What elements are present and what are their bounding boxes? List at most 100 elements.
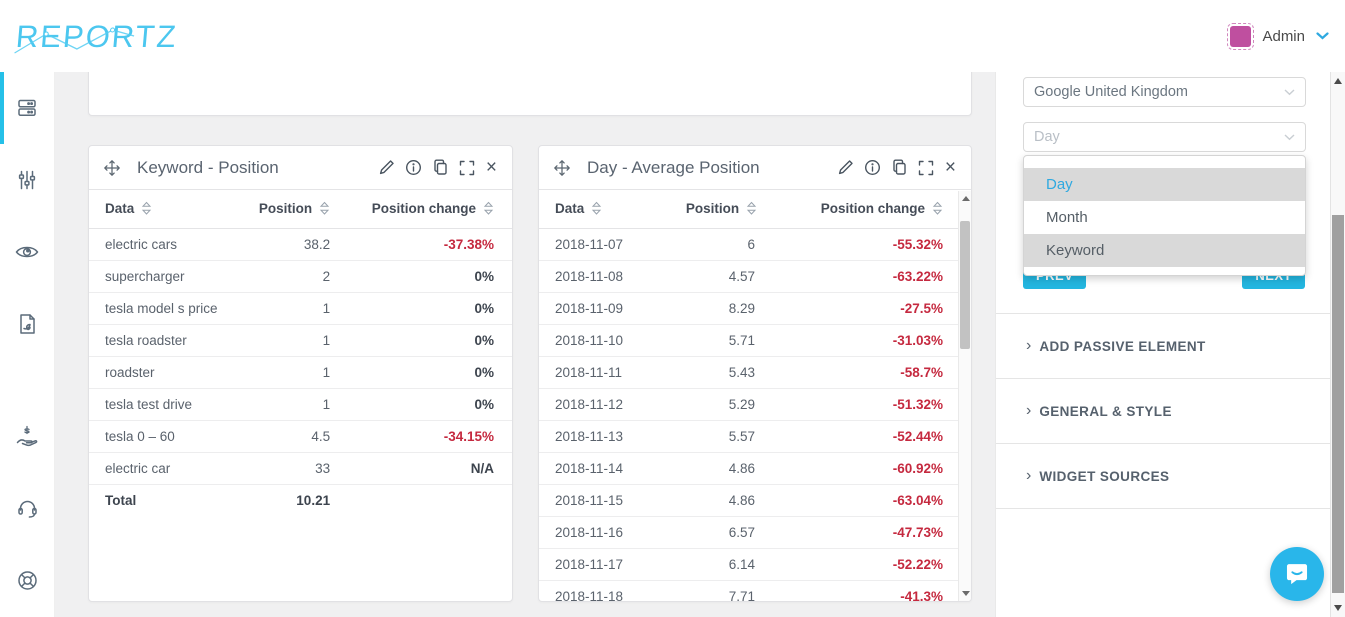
row-label: tesla 0 – 60 — [89, 420, 246, 453]
group-by-dropdown: Day Month Keyword — [1023, 155, 1306, 276]
dropdown-option-keyword[interactable]: Keyword — [1024, 234, 1305, 267]
sidebar-item-pdf-export[interactable] — [0, 288, 54, 360]
sidebar-item-preview[interactable] — [0, 216, 54, 288]
widget-header: Day - Average Position × — [539, 146, 971, 190]
dropdown-option-day[interactable]: Day — [1024, 168, 1305, 201]
row-value: -31.03% — [754, 324, 971, 357]
row-value: N/A — [330, 452, 512, 485]
row-label: 2018-11-09 — [539, 292, 686, 325]
widget-title: Keyword - Position — [137, 157, 279, 177]
column-header-position-change[interactable]: Position change — [754, 190, 971, 229]
group-by-placeholder: Day — [1034, 129, 1060, 145]
row-value: -52.44% — [754, 420, 971, 453]
scrollbar-thumb[interactable] — [960, 221, 970, 349]
sort-icon — [319, 202, 330, 215]
row-value: -37.38% — [330, 228, 512, 261]
sort-icon — [592, 202, 602, 215]
move-handle-icon[interactable] — [553, 159, 571, 177]
row-value: 4.5 — [245, 420, 331, 453]
duplicate-icon[interactable] — [891, 159, 908, 176]
table-row: electric car 33 N/A — [89, 452, 512, 485]
column-header-data[interactable]: Data — [539, 190, 686, 229]
chat-bubble-icon — [1286, 564, 1308, 585]
duplicate-icon[interactable] — [432, 159, 449, 176]
row-value: 7.71 — [685, 580, 755, 601]
dropdown-option-month[interactable]: Month — [1046, 209, 1088, 226]
scroll-down-icon[interactable] — [1334, 605, 1342, 611]
column-header-position-change[interactable]: Position change — [330, 190, 512, 229]
sidebar-item-support[interactable] — [0, 472, 54, 544]
table-row: 2018-11-16 6.57 -47.73% — [539, 516, 971, 549]
column-header-data[interactable]: Data — [89, 190, 246, 229]
sidebar — [0, 72, 55, 617]
close-icon[interactable]: × — [485, 157, 497, 178]
row-value: 8.29 — [685, 292, 755, 325]
row-label: 2018-11-15 — [539, 484, 686, 517]
widget-day-average-position: Day - Average Position × — [538, 145, 972, 602]
page-scrollbar[interactable] — [1330, 72, 1345, 617]
table-row: tesla model s price 1 0% — [89, 292, 512, 325]
table-scrollbar[interactable] — [958, 191, 971, 601]
row-value: 1 — [245, 356, 331, 389]
scrollbar-thumb[interactable] — [1332, 215, 1344, 593]
row-value: 5.29 — [685, 388, 755, 421]
widgets-icon — [18, 99, 36, 116]
sidebar-item-widgets[interactable] — [0, 72, 54, 144]
column-header-position[interactable]: Position — [685, 190, 757, 229]
row-label: supercharger — [89, 260, 246, 293]
top-bar: REPORTZ Admin — [0, 0, 1345, 72]
chevron-down-icon — [1316, 32, 1329, 40]
move-handle-icon[interactable] — [103, 159, 121, 177]
row-value: 0% — [330, 356, 512, 389]
table-row: tesla roadster 1 0% — [89, 324, 512, 357]
group-by-select[interactable]: Day — [1023, 122, 1306, 152]
close-icon[interactable]: × — [944, 157, 956, 178]
source-select[interactable]: Google United Kingdom — [1023, 77, 1306, 107]
fullscreen-icon[interactable] — [459, 160, 475, 176]
table-row: 2018-11-13 5.57 -52.44% — [539, 420, 971, 453]
row-value: -51.32% — [754, 388, 971, 421]
info-icon[interactable] — [405, 159, 422, 176]
user-menu[interactable]: Admin — [1227, 22, 1329, 50]
row-label: roadster — [89, 356, 246, 389]
table-row: 2018-11-17 6.14 -52.22% — [539, 548, 971, 581]
settings-sliders-icon — [18, 170, 36, 190]
sidebar-item-help[interactable] — [0, 544, 54, 616]
row-label: tesla test drive — [89, 388, 246, 421]
fullscreen-icon[interactable] — [918, 160, 934, 176]
column-header-position[interactable]: Position — [245, 190, 331, 229]
chat-launcher-button[interactable] — [1270, 547, 1324, 601]
table-total-row: Total 10.21 — [89, 484, 512, 516]
dashboard-canvas: Keyword - Position × — [55, 72, 995, 617]
scroll-down-icon[interactable] — [962, 591, 970, 596]
row-value: 5.57 — [685, 420, 755, 453]
source-select-value: Google United Kingdom — [1034, 84, 1188, 100]
scroll-up-icon[interactable] — [1334, 78, 1342, 84]
table-row: roadster 1 0% — [89, 356, 512, 389]
row-label: tesla model s price — [89, 292, 246, 325]
edit-icon[interactable] — [378, 159, 395, 176]
accordion-general-style[interactable]: › GENERAL & STYLE — [996, 378, 1330, 443]
row-label: tesla roadster — [89, 324, 246, 357]
table-header-row: Data Position Position change — [89, 190, 512, 229]
chevron-right-icon: › — [1026, 467, 1032, 484]
widget-card-partial — [88, 72, 972, 116]
table-row: 2018-11-12 5.29 -51.32% — [539, 388, 971, 421]
reportz-logo[interactable]: REPORTZ — [14, 19, 179, 54]
user-name: Admin — [1262, 27, 1305, 45]
row-value: 4.86 — [685, 484, 755, 517]
accordion-widget-sources[interactable]: › WIDGET SOURCES — [996, 443, 1330, 508]
row-label: 2018-11-14 — [539, 452, 686, 485]
table-row: 2018-11-09 8.29 -27.5% — [539, 292, 971, 325]
accordion-add-passive-element[interactable]: › ADD PASSIVE ELEMENT — [996, 313, 1330, 378]
scroll-up-icon[interactable] — [962, 196, 970, 201]
row-value: -63.22% — [754, 260, 971, 293]
sidebar-item-billing[interactable] — [0, 400, 54, 472]
row-label: 2018-11-16 — [539, 516, 686, 549]
sort-icon — [746, 202, 757, 215]
sidebar-item-settings[interactable] — [0, 144, 54, 216]
info-icon[interactable] — [864, 159, 881, 176]
row-label: 2018-11-11 — [539, 356, 686, 389]
day-average-position-table: Data Position Position change 2018 — [539, 190, 971, 601]
edit-icon[interactable] — [837, 159, 854, 176]
